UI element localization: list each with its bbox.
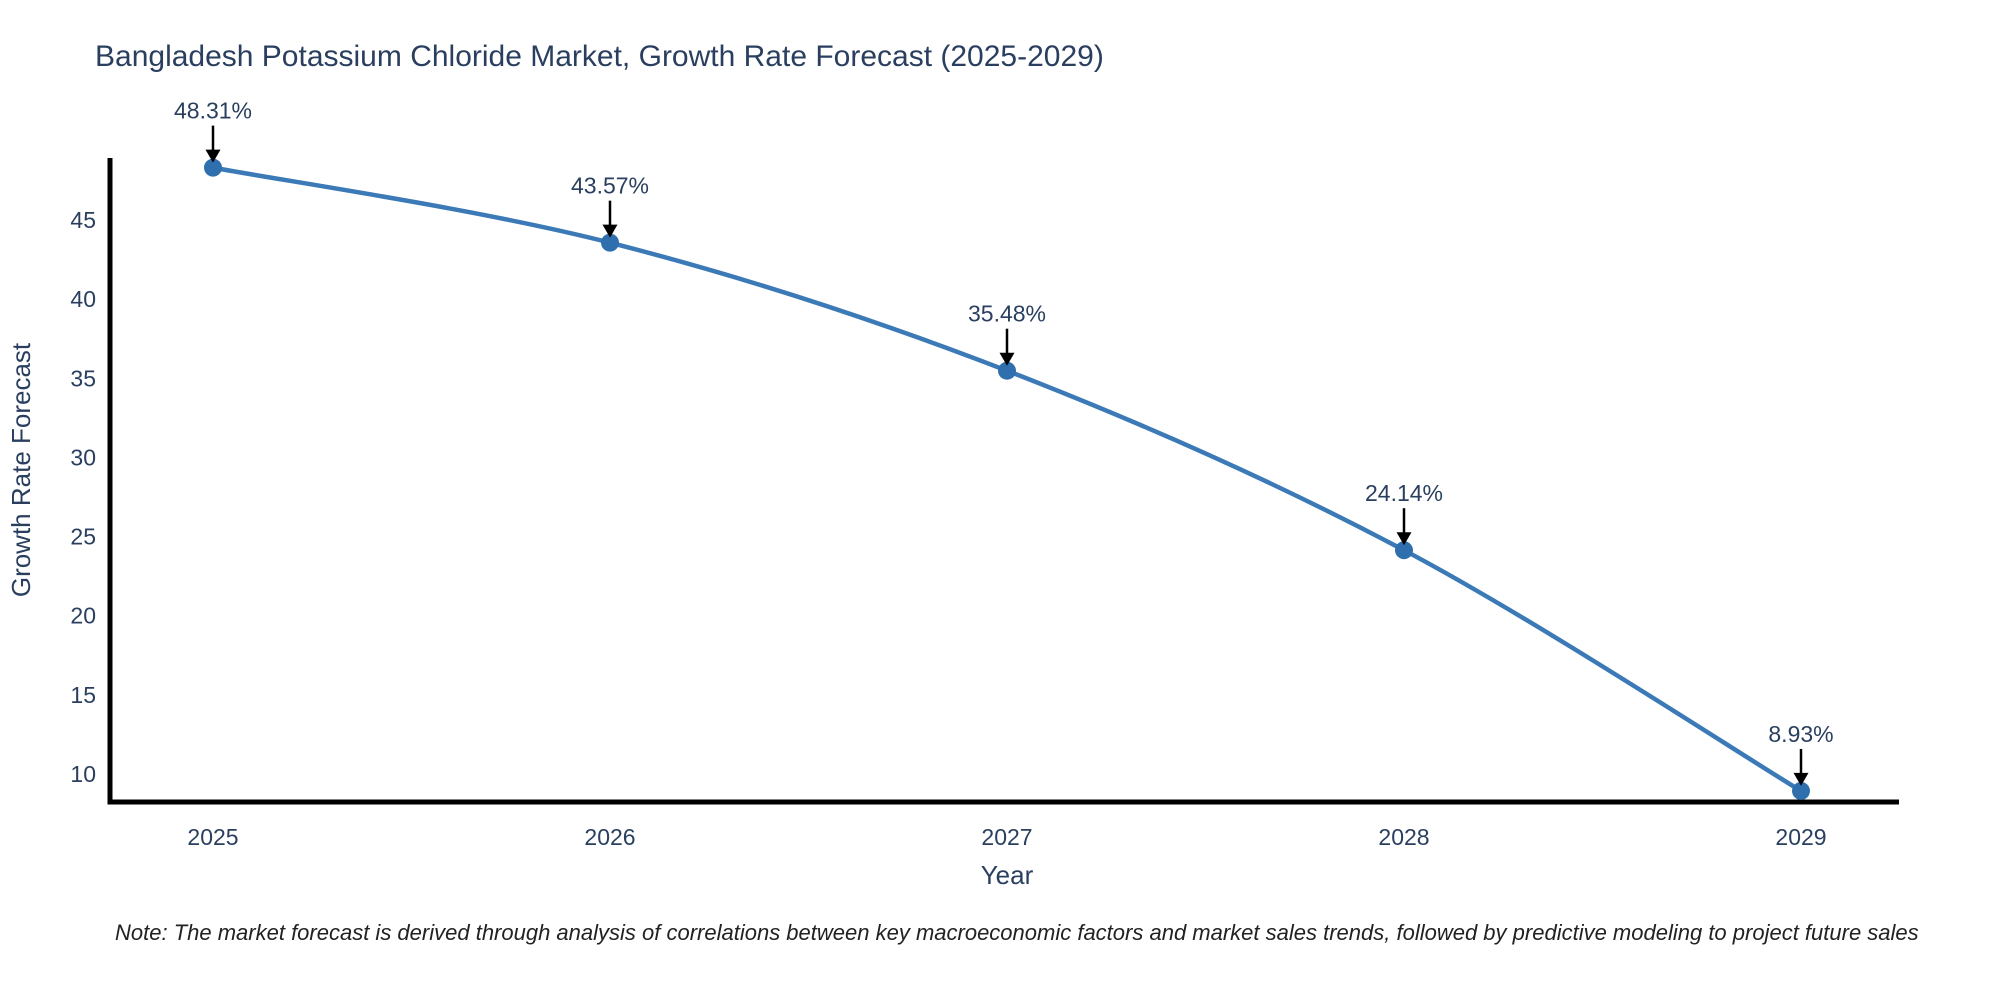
data-point-marker <box>1792 781 1810 800</box>
annotation-arrowhead <box>999 352 1015 366</box>
y-tick-label: 30 <box>70 444 96 470</box>
y-tick-label: 45 <box>70 207 96 233</box>
annotation-arrowhead <box>602 224 618 238</box>
y-tick-label: 15 <box>70 682 96 708</box>
y-tick-label: 25 <box>70 524 96 550</box>
data-point-label: 8.93% <box>1768 721 1833 747</box>
data-point-marker <box>998 361 1016 380</box>
data-point-label: 43.57% <box>571 173 649 199</box>
data-point-marker <box>601 233 619 252</box>
y-tick-label: 10 <box>70 761 96 787</box>
x-axis-title: Year <box>981 860 1034 890</box>
y-tick-label: 35 <box>70 365 96 391</box>
y-axis-title: Growth Rate Forecast <box>6 342 36 597</box>
x-tick-label: 2025 <box>187 824 238 850</box>
forecast-line <box>212 165 1803 793</box>
annotation-arrowhead <box>1396 532 1412 546</box>
x-tick-label: 2028 <box>1378 824 1429 850</box>
chart-title: Bangladesh Potassium Chloride Market, Gr… <box>95 40 1104 73</box>
data-point-label: 24.14% <box>1365 480 1443 506</box>
data-point-label: 35.48% <box>968 301 1046 327</box>
footnote: Note: The market forecast is derived thr… <box>115 920 1919 945</box>
data-point-marker <box>1395 541 1413 560</box>
y-tick-label: 20 <box>70 603 96 629</box>
data-point-label: 48.31% <box>174 98 252 124</box>
y-tick-label: 40 <box>70 286 96 312</box>
x-tick-label: 2029 <box>1775 824 1826 850</box>
data-point-marker <box>204 158 222 177</box>
annotation-arrowhead <box>1793 772 1809 786</box>
x-tick-label: 2026 <box>584 824 635 850</box>
x-tick-label: 2027 <box>981 824 1032 850</box>
annotation-arrowhead <box>205 149 221 163</box>
